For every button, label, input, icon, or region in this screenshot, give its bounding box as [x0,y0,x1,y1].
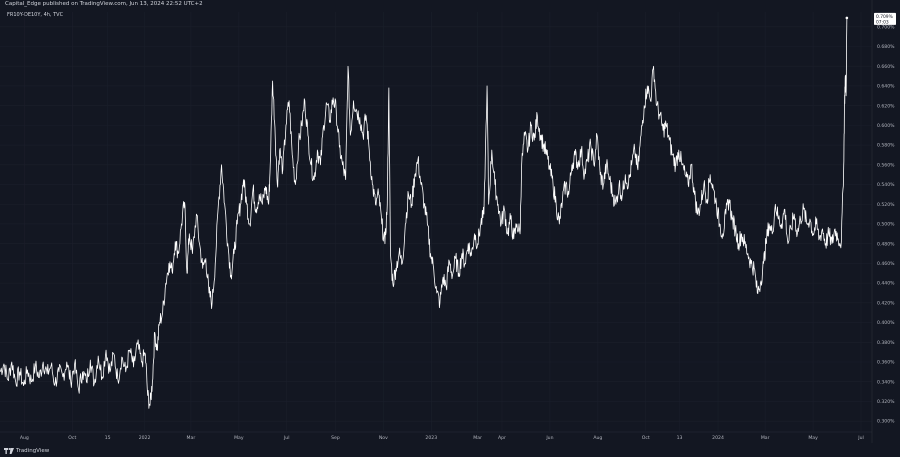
symbol-legend[interactable]: FR10Y-DE10Y, 4h, TVC [7,12,64,18]
y-tick-label: 0.360% [877,360,895,366]
y-tick-label: 0.580% [877,143,895,149]
x-tick-label: 2024 [712,435,724,441]
y-tick-label: 0.520% [877,202,895,208]
header-bar: Capital_Edge published on TradingView.co… [0,0,900,12]
x-tick-label: Mar [187,435,196,441]
x-tick-label: Mar [473,435,482,441]
x-tick-label: Sep [331,435,340,441]
y-tick-label: 0.600% [877,123,895,129]
x-tick-label: Jul [857,435,864,441]
x-tick-label: Aug [593,435,602,441]
y-tick-label: 0.500% [877,222,895,228]
last-value-label: 0.709%07:03 [874,12,896,25]
x-tick-label: Aug [20,435,29,441]
x-tick-label: 15 [105,435,111,441]
x-tick-label: May [234,435,244,441]
x-tick-label: May [808,435,818,441]
y-tick-label: 0.480% [877,241,895,247]
y-tick-label: 0.640% [877,84,895,90]
series-line [0,17,848,409]
y-tick-label: 0.420% [877,300,895,306]
y-tick-label: 0.460% [877,261,895,267]
x-tick-label: Mar [761,435,770,441]
last-point-marker [845,16,849,20]
y-tick-label: 0.300% [877,419,895,425]
x-tick-label: Jul [283,435,290,441]
y-tick-label: 0.340% [877,379,895,385]
x-tick-label: Jun [545,435,553,441]
y-tick-label: 0.660% [877,64,895,70]
footer-bar: TradingView [0,445,900,457]
y-tick-label: 0.380% [877,340,895,346]
x-tick-label: Apr [498,435,506,441]
x-tick-label: Oct [642,435,650,441]
x-tick-label: Nov [379,435,388,441]
last-value-subtext: 07:03 [876,19,889,25]
y-tick-label: 0.320% [877,399,895,405]
x-tick-label: Oct [68,435,76,441]
tradingview-logo-icon [4,448,14,454]
y-tick-label: 0.700% [877,24,895,30]
tradingview-logo-text: TradingView [16,448,50,454]
last-value-text: 0.709% [876,14,893,20]
x-tick-label: 2023 [425,435,437,441]
published-caption: Capital_Edge published on TradingView.co… [5,1,203,7]
y-tick-label: 0.620% [877,103,895,109]
x-tick-label: 13 [677,435,683,441]
y-tick-label: 0.400% [877,320,895,326]
x-tick-label: 2022 [139,435,151,441]
tradingview-logo[interactable]: TradingView [4,448,49,454]
y-tick-label: 0.440% [877,281,895,287]
y-tick-label: 0.560% [877,162,895,168]
y-tick-label: 0.680% [877,44,895,50]
y-tick-label: 0.540% [877,182,895,188]
